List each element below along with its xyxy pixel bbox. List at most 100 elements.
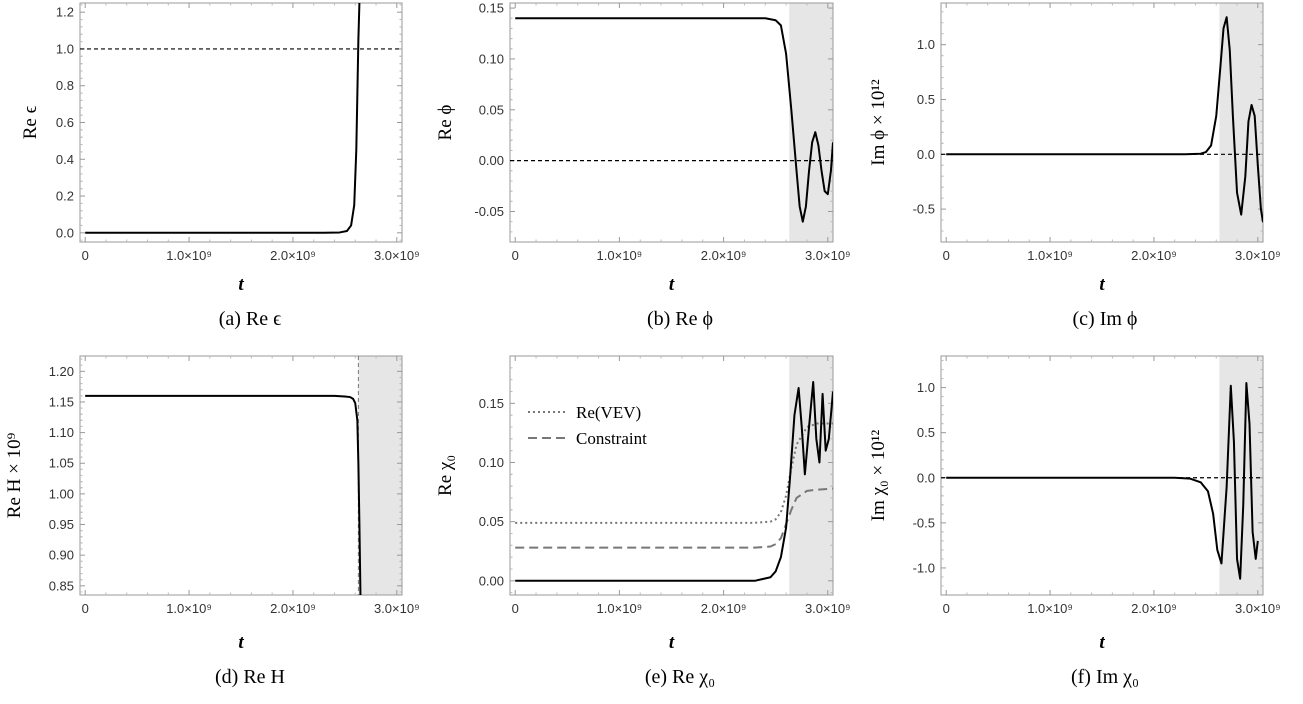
y-tick-label: 0.5 <box>917 92 935 107</box>
y-tick-label: 1.10 <box>49 425 74 440</box>
y-tick-label: 0.90 <box>49 548 74 563</box>
y-tick-label: 0.0 <box>917 470 935 485</box>
y-axis-label: Re H × 10⁹ <box>4 432 25 518</box>
x-tick-label: 3.0×10⁹ <box>805 248 851 263</box>
series-group <box>85 394 362 595</box>
series-line-main <box>85 394 362 595</box>
series-line-main <box>946 382 1259 580</box>
y-tick-label: -0.5 <box>913 202 935 217</box>
y-tick-label: 0.85 <box>49 578 74 593</box>
x-tick-label: 2.0×10⁹ <box>1131 601 1177 616</box>
plot-frame <box>509 2 834 243</box>
x-tick-label: 2.0×10⁹ <box>701 601 747 616</box>
y-tick-label: 0.0 <box>56 225 74 240</box>
y-tick-label: 1.2 <box>56 5 74 20</box>
y-axis-label: Im ϕ × 10¹² <box>868 79 889 166</box>
plot-frame <box>79 355 403 596</box>
panel-caption: (e) Re χ₀ <box>645 666 715 688</box>
y-tick-label: 0.15 <box>479 396 504 411</box>
panel-c: -0.5 0.0 0.5 1.0 0 1.0×10⁹ 2.0×10⁹ 3.0×10⁹ t Im ϕ… <box>868 2 1281 330</box>
x-tick-label: 0 <box>82 601 89 616</box>
y-tick-label: 0.05 <box>479 102 504 117</box>
y-tick-label: -0.05 <box>474 204 504 219</box>
panel-b: -0.05 0.00 0.05 0.10 0.15 0 1.0×10⁹ 2.0×10⁹ 3.0×… <box>435 1 851 330</box>
y-tick-label: 0.0 <box>917 147 935 162</box>
y-tick-label: 0.00 <box>479 573 504 588</box>
y-tick-label: 1.05 <box>49 456 74 471</box>
x-tick-label: 1.0×10⁹ <box>597 248 643 263</box>
x-tick-label: 2.0×10⁹ <box>270 601 316 616</box>
shaded-region <box>789 3 833 242</box>
shaded-region <box>358 356 402 595</box>
series-group <box>515 381 833 582</box>
y-tick-label: 1.00 <box>49 486 74 501</box>
panel-d: 0.85 0.90 0.95 1.00 1.05 1.10 1.15 1.20 0 1.0×10⁹… <box>4 355 420 688</box>
y-axis-label: Re ϵ <box>20 105 41 139</box>
series-group <box>946 382 1259 580</box>
y-axis-label: Re χ₀ <box>435 455 456 496</box>
x-tick-label: 2.0×10⁹ <box>701 248 747 263</box>
series-line-main <box>515 17 833 223</box>
series-group <box>515 17 833 223</box>
panel-caption: (f) Im χ₀ <box>1071 666 1139 688</box>
x-tick-label: 3.0×10⁹ <box>1235 248 1281 263</box>
y-tick-label: 0.95 <box>49 517 74 532</box>
x-axis-label: t <box>669 274 675 295</box>
series-line-main <box>946 16 1263 223</box>
panel-caption: (b) Re ϕ <box>647 308 713 330</box>
y-tick-label: 0.8 <box>56 78 74 93</box>
y-tick-label: 1.15 <box>49 394 74 409</box>
panel-a: 0.0 0.2 0.4 0.6 0.8 1.0 1.2 0 1.0×10⁹ 2.0×10⁹ 3.0×… <box>20 2 420 330</box>
x-axis-label: t <box>669 632 675 653</box>
y-tick-label: 1.0 <box>917 380 935 395</box>
x-tick-label: 0 <box>82 248 89 263</box>
y-tick-label: -0.5 <box>913 515 935 530</box>
x-tick-label: 1.0×10⁹ <box>597 601 643 616</box>
legend-label: Constraint <box>576 429 647 448</box>
x-tick-label: 3.0×10⁹ <box>805 601 851 616</box>
plot-frame <box>940 2 1264 243</box>
x-tick-label: 0 <box>512 601 519 616</box>
y-tick-label: -1.0 <box>913 560 935 575</box>
x-tick-label: 3.0×10⁹ <box>374 601 420 616</box>
y-tick-label: 0.05 <box>479 514 504 529</box>
x-tick-label: 1.0×10⁹ <box>166 248 212 263</box>
series-line-main <box>515 381 833 582</box>
y-tick-label: 0.10 <box>479 455 504 470</box>
y-axis-label: Im χ₀ × 10¹² <box>868 429 889 521</box>
x-tick-label: 0 <box>943 601 950 616</box>
plot-frame <box>509 355 834 596</box>
panel-f: -1.0 -0.5 0.0 0.5 1.0 0 1.0×10⁹ 2.0×10⁹ 3.0×10⁹ t… <box>868 355 1281 688</box>
y-tick-label: 0.15 <box>479 1 504 16</box>
y-tick-label: 0.5 <box>917 425 935 440</box>
y-tick-label: 0.00 <box>479 153 504 168</box>
x-axis-label: t <box>1099 632 1105 653</box>
x-tick-label: 2.0×10⁹ <box>270 248 316 263</box>
x-tick-label: 3.0×10⁹ <box>374 248 420 263</box>
x-tick-label: 1.0×10⁹ <box>166 601 212 616</box>
series-line-re-vev- <box>515 422 833 524</box>
x-tick-label: 3.0×10⁹ <box>1235 601 1281 616</box>
series-group <box>85 3 361 234</box>
y-tick-label: 0.6 <box>56 115 74 130</box>
x-tick-label: 1.0×10⁹ <box>1027 601 1073 616</box>
legend-label: Re(VEV) <box>576 403 641 422</box>
y-axis-label: Re ϕ <box>435 105 456 141</box>
y-tick-label: 1.0 <box>56 41 74 56</box>
y-tick-label: 0.10 <box>479 51 504 66</box>
series-line-main <box>85 3 361 234</box>
series-group <box>946 16 1263 223</box>
shaded-region <box>789 356 833 595</box>
panel-caption: (c) Im ϕ <box>1073 308 1138 330</box>
panel-caption: (a) Re ϵ <box>219 308 282 330</box>
x-axis-label: t <box>1099 274 1105 295</box>
plot-frame <box>940 355 1264 596</box>
y-tick-label: 0.4 <box>56 152 74 167</box>
x-axis-label: t <box>238 274 244 295</box>
panel-e: 0.00 0.05 0.10 0.15 0 1.0×10⁹ 2.0×10⁹ 3.0×10⁹ Re… <box>435 355 851 688</box>
y-tick-label: 1.0 <box>917 37 935 52</box>
x-tick-label: 0 <box>943 248 950 263</box>
panel-caption: (d) Re H <box>215 666 285 688</box>
x-axis-label: t <box>238 632 244 653</box>
